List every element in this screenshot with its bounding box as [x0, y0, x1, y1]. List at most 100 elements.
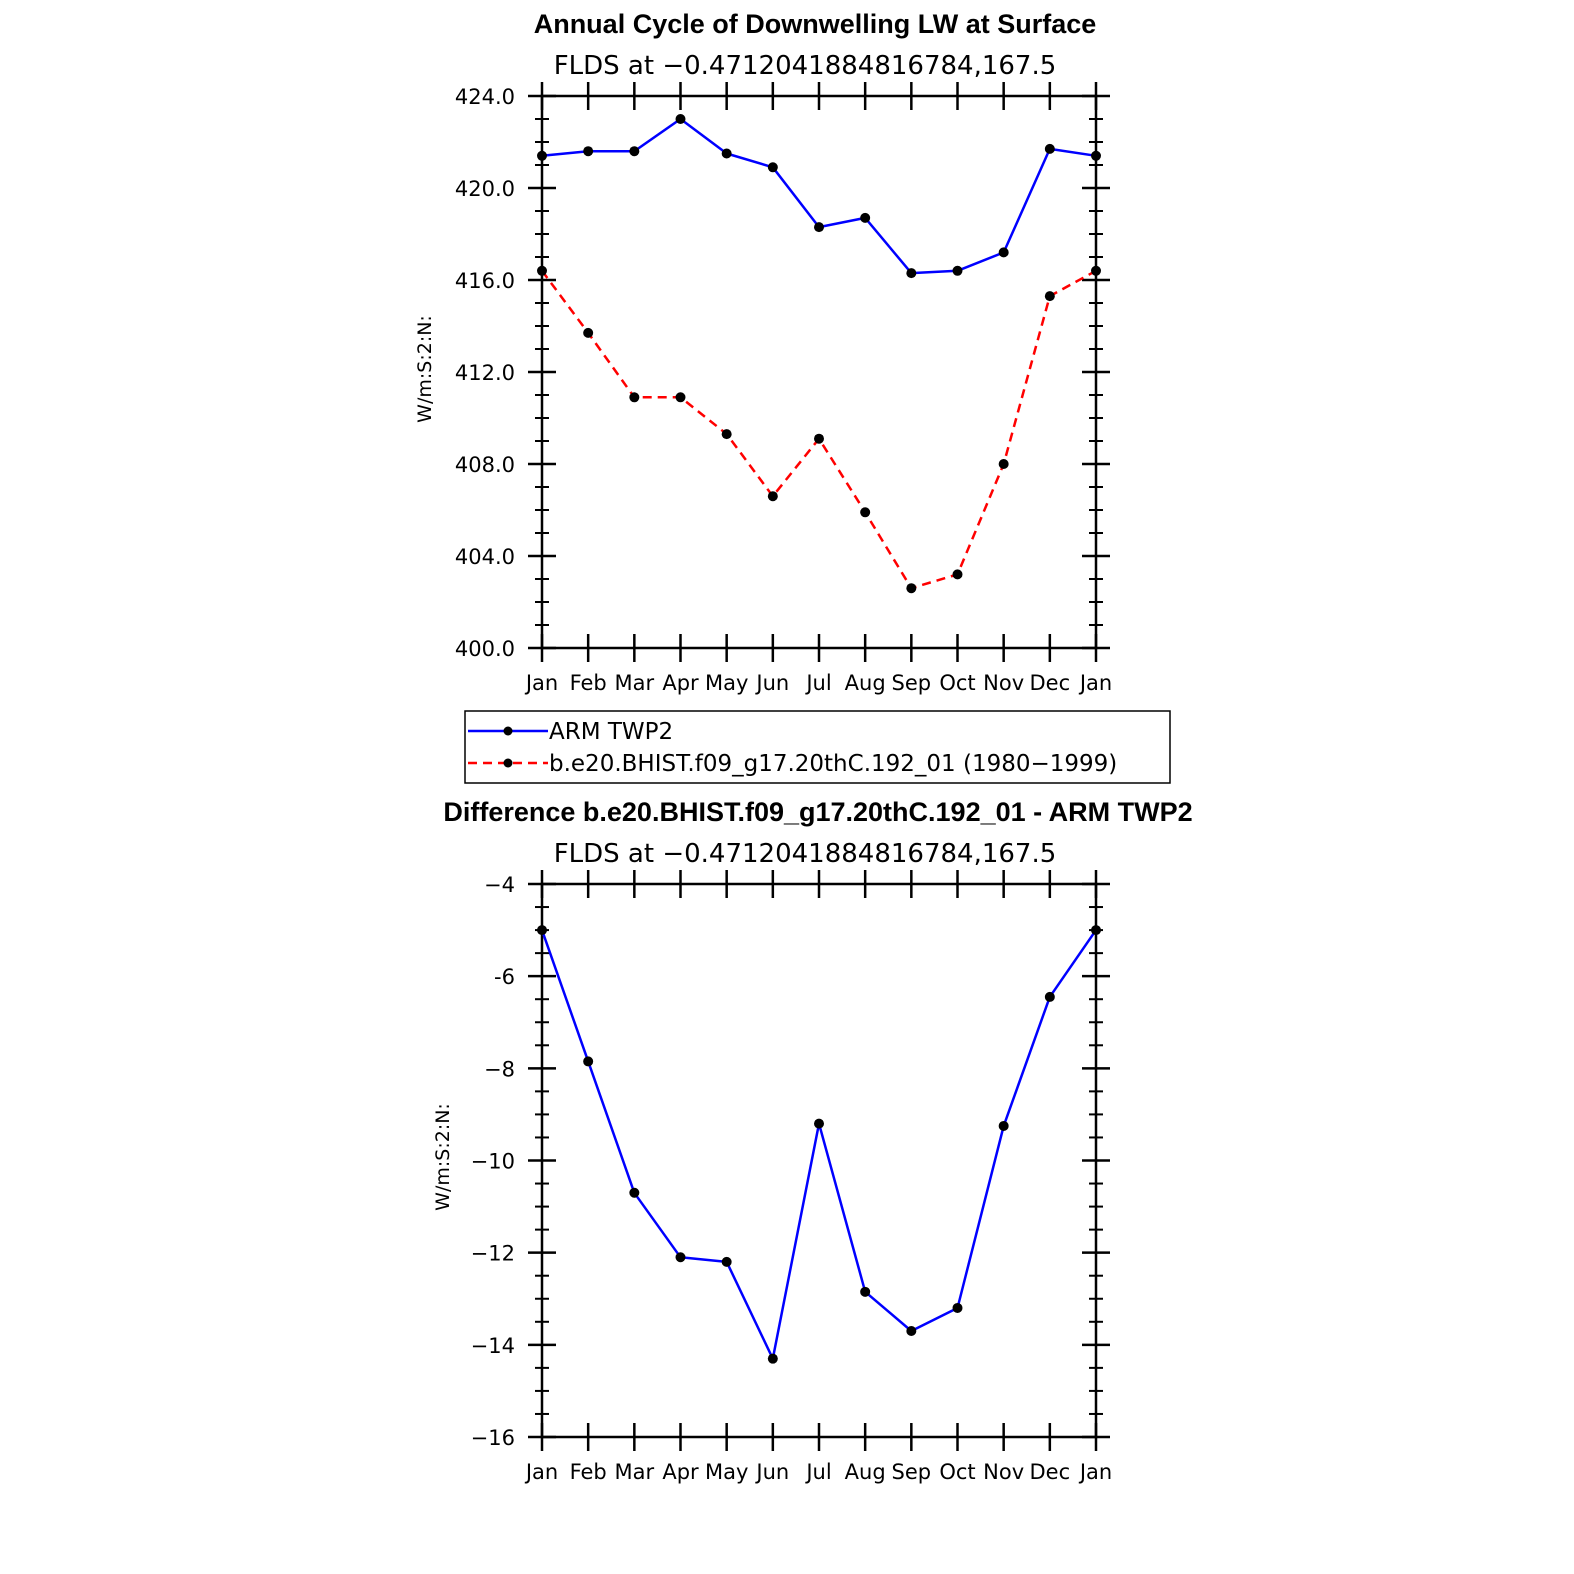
- x-tick-label: Aug: [845, 1460, 886, 1484]
- data-point: [998, 247, 1009, 258]
- x-tick-label: Dec: [1030, 1460, 1071, 1484]
- data-point: [629, 1187, 640, 1198]
- x-tick-labels: Jan Feb Mar Apr May Jun Jul Aug Sep Oct Nov Dec Jan: [524, 671, 1112, 695]
- y-tick-label: 400.0: [455, 637, 515, 661]
- x-tick-label: Mar: [615, 1460, 655, 1484]
- data-point: [1044, 291, 1055, 302]
- x-tick-label: Feb: [570, 1460, 607, 1484]
- x-tick-label: Jul: [804, 1460, 831, 1484]
- data-point: [721, 1256, 732, 1267]
- y-tick-label: -6: [494, 965, 515, 989]
- y-tick-label: −12: [471, 1242, 515, 1266]
- data-point: [767, 1353, 778, 1364]
- axes-frame: [528, 82, 1110, 662]
- data-point: [537, 150, 547, 161]
- data-point: [814, 433, 824, 444]
- x-tick-label: Feb: [570, 671, 607, 695]
- x-tick-label: Jan: [524, 671, 558, 695]
- data-point: [583, 327, 594, 338]
- y-axis-label: W/m:S:2:N:: [432, 1103, 454, 1211]
- x-tick-label: Apr: [662, 1460, 699, 1484]
- data-series: [537, 114, 1101, 594]
- data-point: [1044, 143, 1055, 154]
- y-tick-label: 408.0: [455, 453, 515, 477]
- x-tick-label: Jan: [1078, 1460, 1112, 1484]
- data-series: [537, 925, 1101, 1364]
- difference-chart: Difference b.e20.BHIST.f09_g17.20thC.192…: [432, 797, 1193, 1484]
- chart-subtitle: FLDS at −0.4712041884816784,167.5: [554, 51, 1057, 81]
- legend-box: [464, 710, 1171, 784]
- x-tick-label: Apr: [662, 671, 699, 695]
- data-point: [767, 162, 778, 173]
- y-tick-label: 416.0: [455, 269, 515, 293]
- y-tick-label: −10: [471, 1150, 515, 1174]
- y-tick-label: 412.0: [455, 361, 515, 385]
- data-point: [537, 265, 547, 276]
- y-axis-label: W/m:S:2:N:: [414, 315, 436, 423]
- axes-frame: [528, 870, 1110, 1451]
- plot-frame: [540, 94, 1098, 650]
- data-point: [675, 114, 686, 124]
- x-tick-label: Dec: [1030, 671, 1071, 695]
- data-point: [537, 925, 547, 936]
- data-point: [1091, 925, 1101, 936]
- data-point: [860, 507, 871, 518]
- data-point: [998, 1120, 1009, 1131]
- y-tick-labels: −16 −14 −12 −10 −8 -6 −4: [471, 873, 515, 1450]
- x-tick-label: Nov: [983, 1460, 1024, 1484]
- data-point: [721, 148, 732, 159]
- data-point: [629, 392, 640, 403]
- data-point: [952, 569, 963, 580]
- data-point: [767, 491, 778, 502]
- x-tick-label: Oct: [939, 671, 975, 695]
- legend-label-model: b.e20.BHIST.f09_g17.20thC.192_01 (1980−1…: [549, 751, 1117, 777]
- legend-label-arm: ARM TWP2: [549, 719, 673, 745]
- y-tick-label: −16: [471, 1426, 515, 1450]
- x-tick-label: Jan: [1078, 671, 1112, 695]
- data-point: [952, 265, 963, 276]
- data-point: [1091, 150, 1101, 161]
- y-tick-label: 424.0: [455, 85, 515, 109]
- y-tick-label: 420.0: [455, 177, 515, 201]
- x-tick-label: Mar: [615, 671, 655, 695]
- data-point: [1044, 991, 1055, 1002]
- data-point: [814, 1118, 824, 1129]
- data-point: [583, 1056, 594, 1067]
- data-point: [906, 1326, 917, 1337]
- x-tick-label: Oct: [939, 1460, 975, 1484]
- y-tick-label: −8: [484, 1057, 515, 1081]
- data-point: [860, 1286, 871, 1297]
- x-tick-labels: Jan Feb Mar Apr May Jun Jul Aug Sep Oct Nov Dec Jan: [524, 1460, 1112, 1484]
- data-point: [675, 392, 686, 403]
- legend-marker-arm: [503, 726, 513, 736]
- legend-marker-model: [503, 758, 513, 768]
- data-point: [998, 459, 1009, 469]
- plot-frame: [540, 882, 1098, 1439]
- x-tick-label: Jan: [524, 1460, 558, 1484]
- y-tick-label: −14: [471, 1334, 515, 1358]
- data-point: [952, 1302, 963, 1313]
- data-point: [814, 222, 824, 233]
- series-line-1: [540, 269, 1097, 590]
- data-point: [721, 429, 732, 440]
- legend: ARM TWP2 b.e20.BHIST.f09_g17.20thC.192_0…: [464, 710, 1171, 784]
- data-point: [629, 146, 640, 157]
- x-tick-label: Nov: [983, 671, 1024, 695]
- chart-subtitle: FLDS at −0.4712041884816784,167.5: [554, 839, 1057, 869]
- chart-title: Difference b.e20.BHIST.f09_g17.20thC.192…: [443, 797, 1192, 827]
- y-tick-label: −4: [484, 873, 515, 897]
- data-point: [860, 212, 871, 223]
- data-point: [906, 583, 917, 594]
- x-tick-label: Aug: [845, 671, 886, 695]
- x-tick-label: Jun: [754, 1460, 789, 1484]
- x-tick-label: Sep: [892, 671, 932, 695]
- data-point: [906, 268, 917, 279]
- y-tick-label: 404.0: [455, 545, 515, 569]
- x-tick-label: Sep: [892, 1460, 932, 1484]
- data-point: [675, 1252, 686, 1263]
- x-tick-label: Jul: [804, 671, 831, 695]
- series-line-0: [540, 929, 1098, 1360]
- annual-cycle-chart: Annual Cycle of Downwelling LW at Surfac…: [414, 9, 1112, 695]
- data-point: [583, 146, 594, 157]
